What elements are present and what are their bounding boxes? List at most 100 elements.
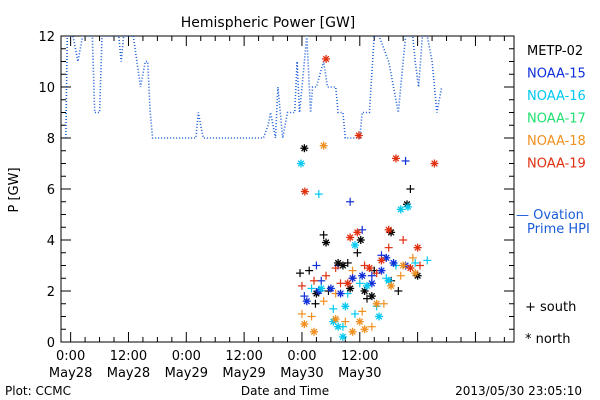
north-marker	[302, 297, 311, 306]
x-tick-date: May30	[338, 366, 381, 381]
y-tick-label: 0	[47, 336, 55, 351]
north-marker	[384, 225, 393, 234]
north-marker	[353, 228, 362, 237]
x-tick-time: 0:00	[172, 349, 201, 364]
north-marker	[341, 302, 350, 311]
south-marker	[307, 284, 316, 293]
south-marker	[319, 230, 328, 239]
south-marker	[297, 281, 306, 290]
ovation-legend-label: — Ovation	[516, 208, 584, 223]
x-tick-time: 12:00	[110, 349, 147, 364]
south-marker	[423, 256, 432, 265]
north-marker	[367, 279, 376, 288]
north-marker	[389, 258, 398, 267]
marker-legend-north: * north	[525, 332, 571, 347]
north-marker	[322, 238, 331, 247]
legend-entry: NOAA-17	[527, 112, 586, 127]
north-marker	[334, 322, 343, 331]
ovation-hpi-line	[65, 36, 443, 139]
south-marker	[396, 271, 405, 280]
x-tick-date: May29	[222, 366, 265, 381]
south-marker	[329, 304, 338, 313]
south-marker	[310, 276, 319, 285]
north-marker	[367, 292, 376, 301]
north-marker	[406, 264, 415, 273]
y-tick-label: 12	[38, 30, 55, 45]
south-marker	[348, 266, 357, 275]
north-marker	[338, 261, 347, 270]
south-marker	[367, 271, 376, 280]
north-marker	[396, 205, 405, 214]
x-tick-time: 12:00	[225, 349, 262, 364]
x-tick-time: 0:00	[287, 349, 316, 364]
north-marker	[355, 317, 364, 326]
marker-legend-south: + south	[525, 300, 576, 315]
south-marker	[416, 261, 425, 270]
north-marker	[365, 264, 374, 273]
legend-entry: METP-02	[527, 44, 583, 59]
south-marker	[317, 276, 326, 285]
south-marker	[322, 271, 331, 280]
north-marker	[356, 236, 365, 244]
south-marker	[358, 307, 367, 316]
south-marker	[314, 190, 323, 199]
north-marker	[350, 241, 359, 250]
north-marker	[403, 202, 412, 211]
north-marker	[310, 327, 319, 336]
south-marker	[411, 258, 420, 267]
north-marker	[326, 284, 335, 293]
chart-title: Hemispheric Power [GW]	[181, 15, 356, 31]
north-marker	[300, 144, 309, 153]
south-marker	[401, 156, 410, 165]
north-marker	[399, 261, 408, 270]
south-marker	[394, 287, 403, 295]
y-tick-label: 10	[38, 81, 55, 96]
legend-entry: NOAA-16	[527, 89, 586, 104]
south-marker	[408, 253, 417, 262]
plot-credit: Plot: CCMC	[5, 384, 71, 398]
south-marker	[355, 279, 364, 288]
y-axis-label: P [GW]	[7, 167, 22, 212]
north-marker	[343, 279, 352, 288]
north-marker	[334, 258, 343, 267]
x-tick-date: May28	[107, 366, 150, 381]
x-tick-date: May28	[49, 366, 92, 381]
y-tick-label: 8	[47, 132, 55, 147]
north-marker	[348, 274, 357, 283]
south-marker	[311, 299, 320, 308]
north-marker	[354, 131, 363, 140]
south-marker	[384, 243, 393, 252]
south-marker	[350, 309, 359, 318]
south-marker	[399, 236, 408, 244]
north-marker	[300, 187, 309, 196]
north-marker	[322, 54, 331, 63]
south-marker	[312, 261, 321, 270]
legend-entry: NOAA-19	[527, 157, 586, 172]
x-axis-label: Date and Time	[241, 384, 329, 398]
north-marker	[382, 253, 391, 262]
y-tick-label: 2	[47, 285, 55, 300]
plot-area: 0 2 4 6 8 10 12 0:00 May28 12:00 May28 0:00 May29 12:…	[38, 30, 515, 381]
north-marker	[358, 271, 367, 280]
north-marker	[387, 281, 396, 290]
north-marker	[375, 312, 384, 321]
north-marker	[300, 320, 309, 329]
x-tick-date: May29	[165, 366, 208, 381]
north-marker	[336, 289, 345, 298]
north-marker	[372, 299, 381, 308]
north-marker	[363, 281, 372, 290]
north-marker	[317, 284, 326, 293]
south-marker	[297, 309, 306, 318]
north-marker	[346, 233, 355, 242]
south-marker	[367, 322, 376, 331]
north-marker	[391, 154, 400, 163]
south-marker	[341, 317, 350, 326]
legend-entry: NOAA-15	[527, 67, 586, 82]
north-marker	[430, 159, 439, 168]
south-marker	[379, 299, 388, 308]
legend-entry: NOAA-18	[527, 134, 586, 149]
ovation-legend-label: Prime HPI	[527, 222, 590, 237]
north-marker	[338, 332, 347, 341]
